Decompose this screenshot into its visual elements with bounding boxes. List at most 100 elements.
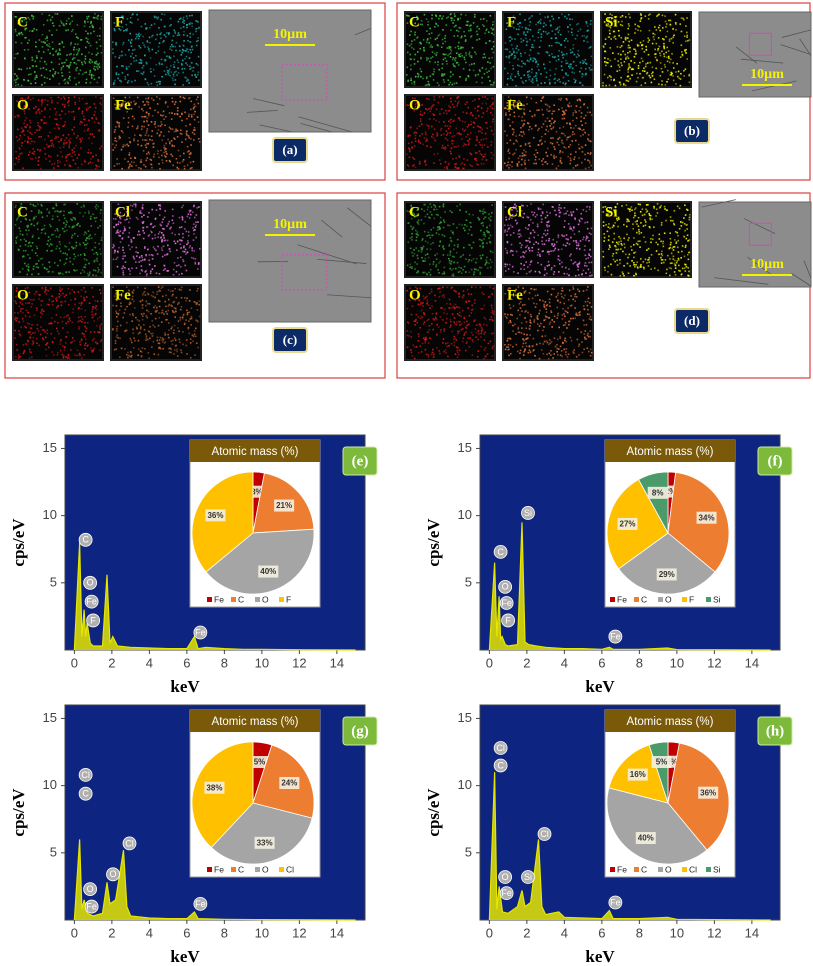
map-dot	[161, 115, 163, 117]
map-dot	[35, 46, 37, 48]
map-dot	[508, 158, 510, 160]
map-dot	[456, 105, 458, 107]
map-dot	[490, 216, 492, 218]
map-dot	[481, 267, 483, 269]
map-dot	[172, 215, 174, 217]
map-dot	[538, 249, 540, 251]
map-dot	[523, 63, 525, 65]
map-dot	[135, 203, 137, 205]
map-dot	[151, 135, 153, 137]
map-dot	[482, 144, 484, 146]
map-dot	[172, 80, 174, 82]
map-dot	[542, 114, 544, 116]
map-dot	[40, 258, 42, 260]
map-dot	[417, 222, 419, 224]
map-dot	[590, 23, 592, 25]
map-dot	[180, 349, 182, 351]
map-dot	[52, 271, 54, 273]
map-dot	[520, 127, 522, 129]
map-dot	[450, 122, 452, 124]
map-dot	[15, 85, 17, 87]
map-dot	[192, 70, 194, 72]
map-dot	[145, 135, 147, 137]
map-dot	[100, 212, 102, 214]
map-dot	[660, 62, 662, 64]
map-dot	[69, 76, 71, 78]
map-dot	[625, 38, 627, 40]
map-dot	[586, 265, 588, 267]
map-dot	[127, 161, 129, 163]
map-dot	[35, 60, 37, 62]
map-dot	[44, 267, 46, 269]
map-dot	[436, 253, 438, 255]
map-dot	[513, 58, 515, 60]
map-dot	[187, 35, 189, 37]
map-dot	[573, 61, 575, 63]
map-dot	[180, 27, 182, 29]
map-dot	[134, 307, 136, 309]
map-dot	[626, 80, 628, 82]
map-dot	[487, 146, 489, 148]
map-dot	[95, 242, 97, 244]
map-dot	[37, 228, 39, 230]
map-dot	[467, 134, 469, 136]
map-dot	[173, 35, 175, 37]
map-dot	[457, 262, 459, 264]
map-dot	[118, 138, 120, 140]
map-dot	[489, 80, 491, 82]
map-dot	[173, 55, 175, 57]
map-dot	[170, 65, 172, 67]
map-dot	[155, 52, 157, 54]
map-dot	[591, 69, 593, 71]
map-dot	[30, 122, 32, 124]
map-dot	[63, 211, 65, 213]
map-dot	[585, 73, 587, 75]
map-dot	[32, 340, 34, 342]
map-dot	[485, 264, 487, 266]
map-dot	[507, 150, 509, 152]
map-dot	[130, 63, 132, 65]
map-dot	[548, 240, 550, 242]
map-dot	[421, 123, 423, 125]
map-dot	[482, 159, 484, 161]
map-dot	[71, 149, 73, 151]
map-dot	[161, 59, 163, 61]
map-dot	[186, 339, 188, 341]
map-dot	[122, 258, 124, 260]
map-dot	[59, 58, 61, 60]
map-dot	[619, 82, 621, 84]
map-dot	[545, 217, 547, 219]
map-dot	[83, 204, 85, 206]
map-dot	[50, 250, 52, 252]
map-dot	[77, 255, 79, 257]
map-dot	[504, 107, 506, 109]
map-dot	[447, 132, 449, 134]
map-dot	[65, 224, 67, 226]
map-dot	[38, 160, 40, 162]
map-dot	[458, 42, 460, 44]
map-dot	[87, 322, 89, 324]
map-dot	[435, 266, 437, 268]
map-dot	[28, 331, 30, 333]
map-dot	[515, 149, 517, 151]
map-dot	[86, 103, 88, 105]
map-dot	[100, 323, 102, 325]
map-dot	[427, 39, 429, 41]
map-dot	[614, 58, 616, 60]
map-dot	[506, 250, 508, 252]
map-dot	[424, 231, 426, 233]
map-dot	[178, 320, 180, 322]
map-dot	[522, 217, 524, 219]
map-dot	[442, 39, 444, 41]
map-dot	[540, 215, 542, 217]
map-dot	[181, 287, 183, 289]
map-dot	[458, 54, 460, 56]
map-dot	[124, 76, 126, 78]
map-dot	[62, 126, 64, 128]
map-dot	[470, 36, 472, 38]
map-dot	[141, 269, 143, 271]
map-dot	[556, 241, 558, 243]
map-dot	[145, 116, 147, 118]
map-dot	[99, 316, 101, 318]
map-dot	[167, 240, 169, 242]
